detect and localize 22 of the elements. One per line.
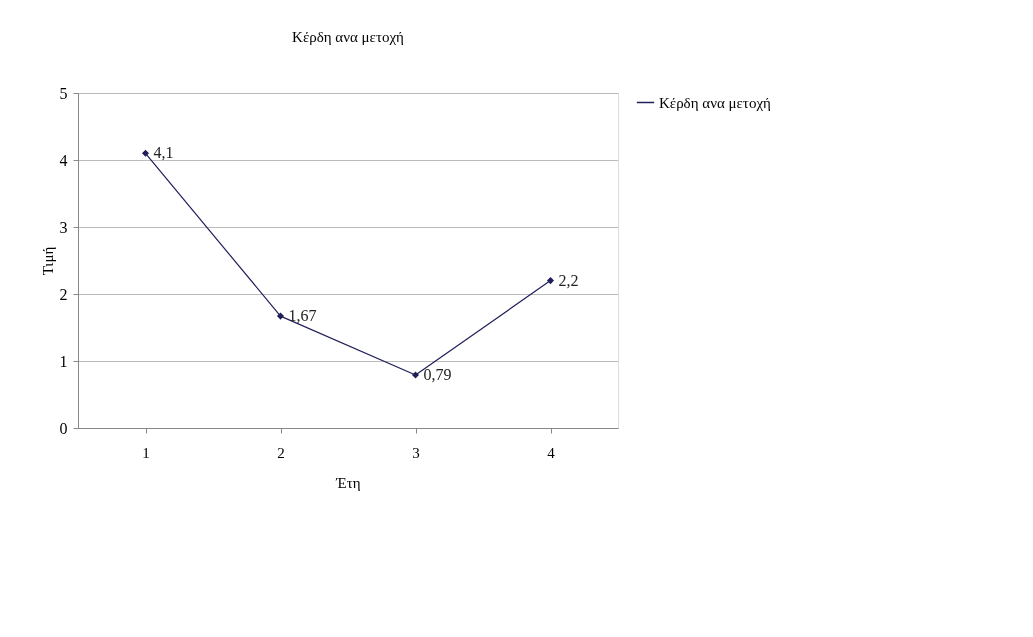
data-label: 0,79 (423, 366, 452, 384)
point (411, 371, 420, 379)
y-tick-label: 1 (59, 352, 68, 370)
x-tick-label: 3 (412, 444, 420, 461)
x-axis-title: Έτη (335, 474, 361, 491)
point (276, 312, 285, 320)
x-tick-label: 2 (277, 444, 285, 461)
data-label: 2,2 (558, 271, 579, 289)
data-label: 1,67 (288, 307, 317, 325)
y-tick-label: 3 (59, 218, 68, 236)
y-tick-label: 0 (59, 419, 68, 437)
x-tick-label: 1 (142, 444, 150, 461)
chart-title: Κέρδη ανα μετοχή (292, 29, 405, 45)
x-tick-label: 4 (547, 444, 556, 461)
y-tick-label: 5 (59, 84, 68, 102)
legend-label: Κέρδη ανα μετοχή (659, 94, 772, 111)
data-label: 4,1 (153, 144, 174, 162)
y-axis-title: Τιμή (39, 246, 56, 276)
y-tick-label: 2 (59, 285, 68, 303)
point (546, 277, 555, 285)
point (141, 149, 150, 157)
y-tick-label: 4 (59, 151, 68, 169)
